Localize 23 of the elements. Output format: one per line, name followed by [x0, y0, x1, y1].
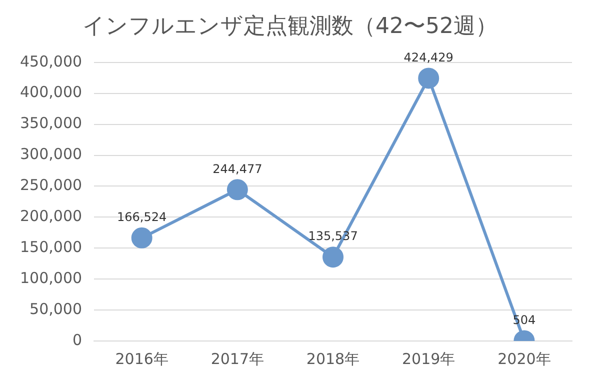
point	[322, 246, 344, 268]
y-tick-label: 150,000	[20, 238, 82, 256]
x-tick-label: 2019年	[402, 350, 456, 368]
y-tick-label: 400,000	[20, 83, 82, 102]
y-tick-label: 350,000	[20, 114, 82, 132]
x-tick-label: 2018年	[306, 350, 360, 368]
x-tick-label: 2017年	[210, 350, 264, 368]
y-tick-label: 450,000	[20, 52, 82, 70]
y-tick-label: 100,000	[20, 268, 82, 287]
y-tick-label: 50,000	[30, 300, 82, 318]
point	[226, 179, 248, 200]
data-label: 166,524	[117, 210, 167, 224]
y-tick-label: 200,000	[20, 207, 82, 226]
chart-title: インフルエンザ定点観測数（42〜52週）	[82, 14, 498, 39]
data-label: 424,429	[404, 50, 454, 64]
y-tick-label: 300,000	[20, 145, 82, 164]
y-tick-label: 250,000	[20, 176, 82, 194]
point	[131, 227, 152, 248]
x-tick-label: 2020年	[498, 350, 551, 368]
x-tick-label: 2016年	[115, 350, 168, 368]
point	[418, 68, 440, 89]
y-tick-label: 0	[72, 330, 82, 349]
data-label: 244,477	[212, 162, 262, 176]
